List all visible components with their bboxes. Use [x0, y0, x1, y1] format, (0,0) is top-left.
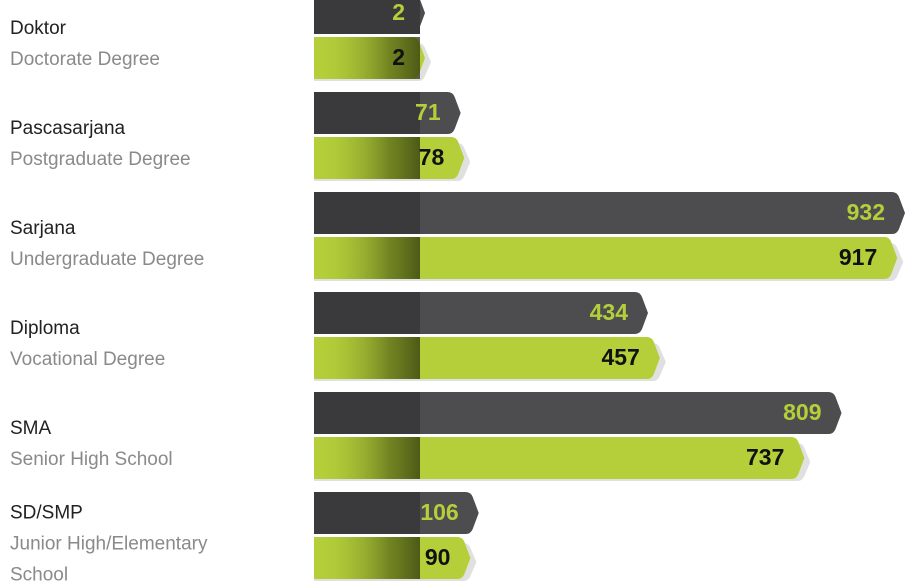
category-subtitle: Junior High/Elementary School	[10, 533, 208, 586]
category-label: SD/SMP Junior High/Elementary School	[10, 498, 260, 587]
bar-base	[314, 537, 420, 579]
bar-base	[314, 237, 420, 279]
bar	[314, 392, 842, 434]
category-label: Doktor Doctorate Degree	[10, 13, 260, 75]
category-subtitle: Vocational Degree	[10, 349, 166, 370]
value-label: 106	[420, 499, 458, 525]
category-subtitle: Doctorate Degree	[10, 49, 160, 70]
category-name: SMA	[10, 418, 52, 439]
category-subtitle: Undergraduate Degree	[10, 249, 205, 270]
bar-base	[314, 192, 420, 234]
category-subtitle: Postgraduate Degree	[10, 149, 191, 170]
bar-base	[314, 392, 420, 434]
category-name: Diploma	[10, 318, 80, 339]
category-label: SMA Senior High School	[10, 413, 260, 475]
value-label: 78	[419, 144, 445, 170]
category-name: Sarjana	[10, 218, 76, 239]
bar-base	[314, 437, 420, 479]
bar	[314, 192, 905, 234]
category-label: Diploma Vocational Degree	[10, 313, 260, 375]
bar-base	[314, 137, 420, 179]
bar-base	[314, 0, 420, 34]
category-label: Sarjana Undergraduate Degree	[10, 213, 260, 275]
value-label: 90	[425, 544, 451, 570]
bar-base	[314, 292, 420, 334]
value-label: 71	[415, 99, 441, 125]
value-label: 917	[839, 244, 877, 270]
bar	[314, 237, 898, 279]
value-label: 434	[590, 299, 629, 325]
bar-base	[314, 37, 420, 79]
bar-base	[314, 92, 420, 134]
bar-base	[314, 492, 420, 534]
value-label: 737	[746, 444, 784, 470]
category-name: Pascasarjana	[10, 118, 126, 139]
value-label: 809	[783, 399, 821, 425]
value-label: 457	[601, 344, 639, 370]
category-label: Pascasarjana Postgraduate Degree	[10, 113, 260, 175]
value-label: 2	[392, 44, 405, 70]
value-label: 2	[392, 0, 405, 25]
category-subtitle: Senior High School	[10, 449, 173, 470]
category-name: Doktor	[10, 18, 66, 39]
bar-base	[314, 337, 420, 379]
value-label: 932	[847, 199, 885, 225]
bar	[314, 437, 805, 479]
category-name: SD/SMP	[10, 502, 83, 524]
